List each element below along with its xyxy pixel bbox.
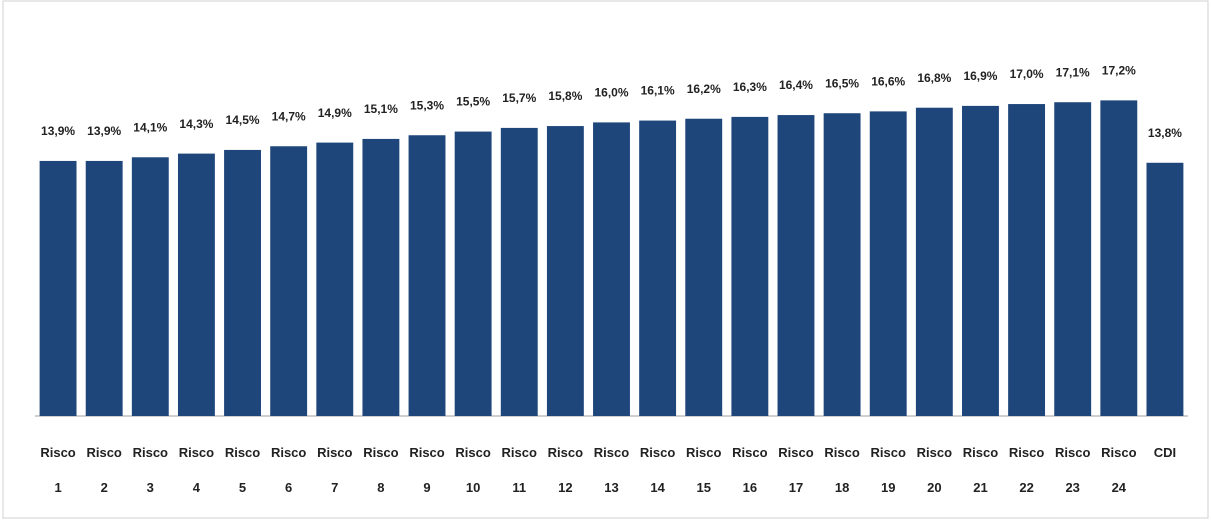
bar <box>224 149 261 417</box>
value-label: 15,1% <box>364 102 398 116</box>
bar <box>270 146 308 416</box>
bar <box>316 142 354 416</box>
value-label: 14,5% <box>226 113 260 127</box>
bar <box>1100 100 1138 416</box>
x-tick-label: Risco 9 <box>409 445 444 495</box>
x-tick-label: Risco 22 <box>1009 445 1044 495</box>
value-label: 16,1% <box>641 84 675 98</box>
bar <box>177 153 215 416</box>
x-tick-label: Risco 14 <box>640 445 675 495</box>
value-label: 13,9% <box>41 124 75 138</box>
x-tick-label: Risco 6 <box>271 445 306 495</box>
value-label: 16,6% <box>871 75 905 89</box>
bar <box>777 115 815 416</box>
x-tick-label: Risco 1 <box>40 445 75 495</box>
x-tick-label: Risco 16 <box>732 445 767 495</box>
value-label: 14,1% <box>133 120 167 134</box>
bar <box>1054 102 1092 416</box>
bar <box>823 113 861 416</box>
x-tick-label: Risco 17 <box>778 445 813 495</box>
bar <box>1146 162 1184 416</box>
value-label: 17,2% <box>1102 64 1136 78</box>
bar <box>593 122 630 417</box>
value-label: 16,9% <box>963 69 997 83</box>
bar <box>869 111 907 416</box>
bar <box>131 157 169 416</box>
x-tick-label: Risco 3 <box>133 445 168 495</box>
x-tick-label: Risco 4 <box>179 445 214 495</box>
value-label: 15,3% <box>410 98 444 112</box>
value-label: 15,5% <box>456 95 490 109</box>
bar <box>546 126 584 416</box>
value-label: 16,2% <box>687 82 721 96</box>
bar <box>454 131 492 416</box>
value-label: 16,8% <box>917 71 951 85</box>
x-tick-label: Risco 18 <box>824 445 859 495</box>
value-label: 15,7% <box>502 91 536 105</box>
bar <box>500 127 538 416</box>
bar <box>915 107 953 416</box>
x-tick-label: Risco 23 <box>1055 445 1090 495</box>
bar <box>639 120 677 416</box>
x-tick-label: Risco 20 <box>917 445 952 495</box>
value-label: 16,0% <box>594 86 628 100</box>
value-label: 14,7% <box>272 109 306 123</box>
x-tick-label: Risco 21 <box>963 445 998 495</box>
bar <box>962 105 999 416</box>
x-tick-label: CDI <box>1154 445 1176 460</box>
x-tick-label: Risco 5 <box>225 445 260 495</box>
bar <box>685 118 723 416</box>
value-label: 13,8% <box>1148 126 1182 140</box>
value-label: 17,0% <box>1010 67 1044 81</box>
x-tick-label: Risco 8 <box>363 445 398 495</box>
value-label: 16,3% <box>733 80 767 94</box>
bar <box>39 160 77 416</box>
bar <box>1008 104 1046 417</box>
x-tick-label: Risco 15 <box>686 445 721 495</box>
bar <box>362 138 400 417</box>
x-tick-label: Risco 11 <box>502 445 537 495</box>
value-label: 16,4% <box>779 78 813 92</box>
bar <box>85 160 123 416</box>
value-label: 14,9% <box>318 106 352 120</box>
value-label: 17,1% <box>1056 65 1090 79</box>
x-tick-label: Risco 10 <box>455 445 490 495</box>
bar <box>408 135 446 416</box>
x-tick-label: Risco 7 <box>317 445 352 495</box>
x-tick-label: Risco 12 <box>548 445 583 495</box>
x-tick-label: Risco 24 <box>1101 445 1136 495</box>
value-label: 14,3% <box>179 117 213 131</box>
value-label: 13,9% <box>87 124 121 138</box>
value-label: 16,5% <box>825 76 859 90</box>
x-tick-label: Risco 2 <box>86 445 121 495</box>
value-label: 15,8% <box>548 89 582 103</box>
bar <box>731 116 769 417</box>
x-tick-label: Risco 19 <box>871 445 906 495</box>
x-tick-label: Risco 13 <box>594 445 629 495</box>
